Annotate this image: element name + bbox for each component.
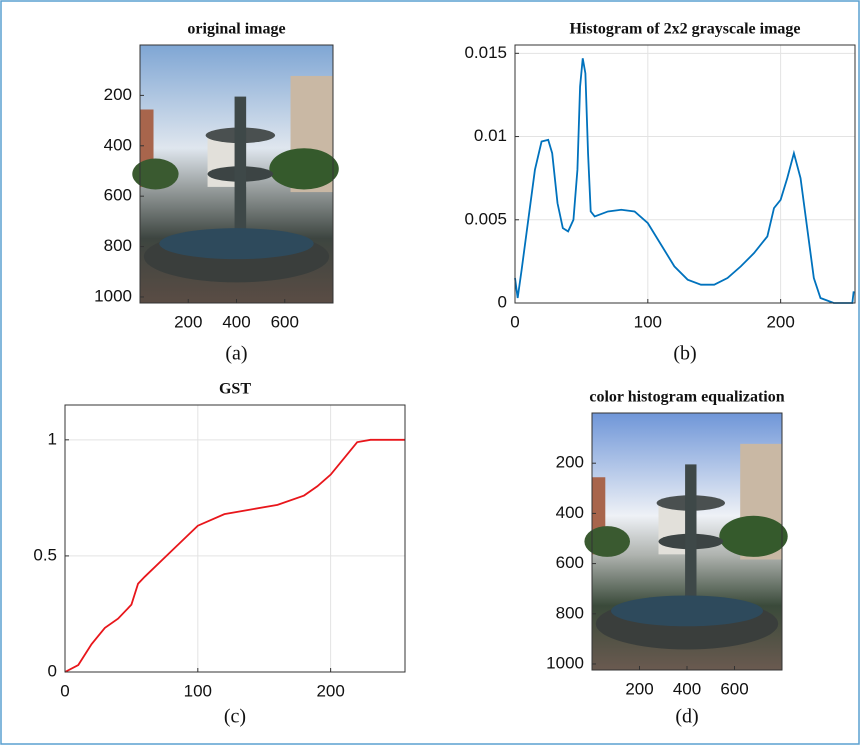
chart-title: original image <box>187 21 285 38</box>
y-tick-label: 800 <box>556 603 584 622</box>
tree <box>269 148 339 190</box>
axes-box <box>591 412 783 671</box>
y-tick-label: 400 <box>556 503 584 522</box>
plot-area <box>65 405 405 672</box>
y-tick-label: 0.015 <box>464 43 507 62</box>
x-tick-label: 200 <box>174 312 202 331</box>
fountain-water <box>611 595 763 627</box>
y-tick-label: 0.005 <box>464 209 507 228</box>
fountain-column <box>234 96 247 239</box>
x-tick-label: 200 <box>625 679 653 698</box>
x-tick-label: 0 <box>510 312 519 331</box>
tree <box>719 515 788 557</box>
tree <box>584 526 630 557</box>
y-tick-label: 1000 <box>546 653 584 672</box>
x-tick-label: 0 <box>60 681 69 700</box>
y-tick-label: 1000 <box>94 286 132 305</box>
y-tick-label: 0 <box>498 292 507 311</box>
x-tick-label: 100 <box>184 681 212 700</box>
chart-title: color histogram equalization <box>589 389 784 406</box>
axes-box <box>64 404 406 673</box>
plot-area <box>515 45 855 303</box>
y-tick-label: 400 <box>104 135 132 154</box>
chart-title: GST <box>219 381 251 398</box>
caption: (a) <box>225 343 247 365</box>
y-tick-label: 0.5 <box>33 545 57 564</box>
fountain-water <box>159 228 314 260</box>
caption: (c) <box>224 706 246 728</box>
x-tick-label: 600 <box>720 679 748 698</box>
x-tick-label: 200 <box>766 312 794 331</box>
y-tick-label: 800 <box>104 236 132 255</box>
x-tick-label: 400 <box>673 679 701 698</box>
y-tick-label: 0.01 <box>474 126 507 145</box>
chart-title: Histogram of 2x2 grayscale image <box>569 21 800 38</box>
y-tick-label: 600 <box>104 186 132 205</box>
y-tick-label: 200 <box>104 85 132 104</box>
y-tick-label: 200 <box>556 453 584 472</box>
axes-box <box>139 44 334 304</box>
y-tick-label: 0 <box>48 661 57 680</box>
x-tick-label: 600 <box>271 312 299 331</box>
x-tick-label: 100 <box>634 312 662 331</box>
line <box>64 438 405 673</box>
y-tick-label: 600 <box>556 553 584 572</box>
caption: (b) <box>673 343 696 365</box>
caption: (d) <box>675 706 698 728</box>
x-tick-label: 400 <box>222 312 250 331</box>
x-tick-label: 200 <box>316 681 344 700</box>
line <box>514 58 855 304</box>
axes-box <box>514 44 856 304</box>
fountain-column <box>685 464 697 606</box>
tree <box>132 158 179 190</box>
y-tick-label: 1 <box>48 429 57 448</box>
